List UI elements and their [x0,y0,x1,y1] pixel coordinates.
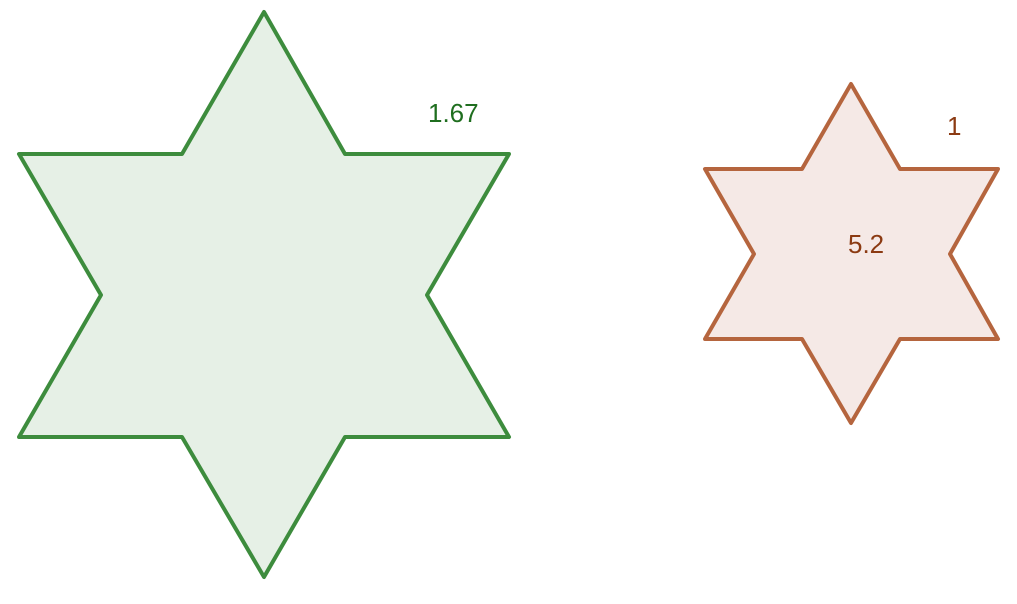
large-star-scale-label: 1.67 [428,98,479,128]
small-star-scale-label: 1 [947,111,961,141]
small-star-area-label: 5.2 [848,229,884,259]
large-star [17,10,511,579]
small-star [703,82,1000,425]
